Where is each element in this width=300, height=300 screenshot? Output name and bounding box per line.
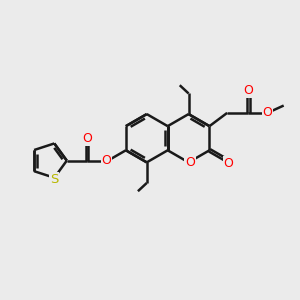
Text: O: O [102,154,112,166]
Text: O: O [224,157,233,170]
Text: O: O [185,156,195,169]
Text: O: O [243,84,253,97]
Text: O: O [262,106,272,119]
Text: O: O [82,132,92,145]
Text: S: S [50,173,58,186]
